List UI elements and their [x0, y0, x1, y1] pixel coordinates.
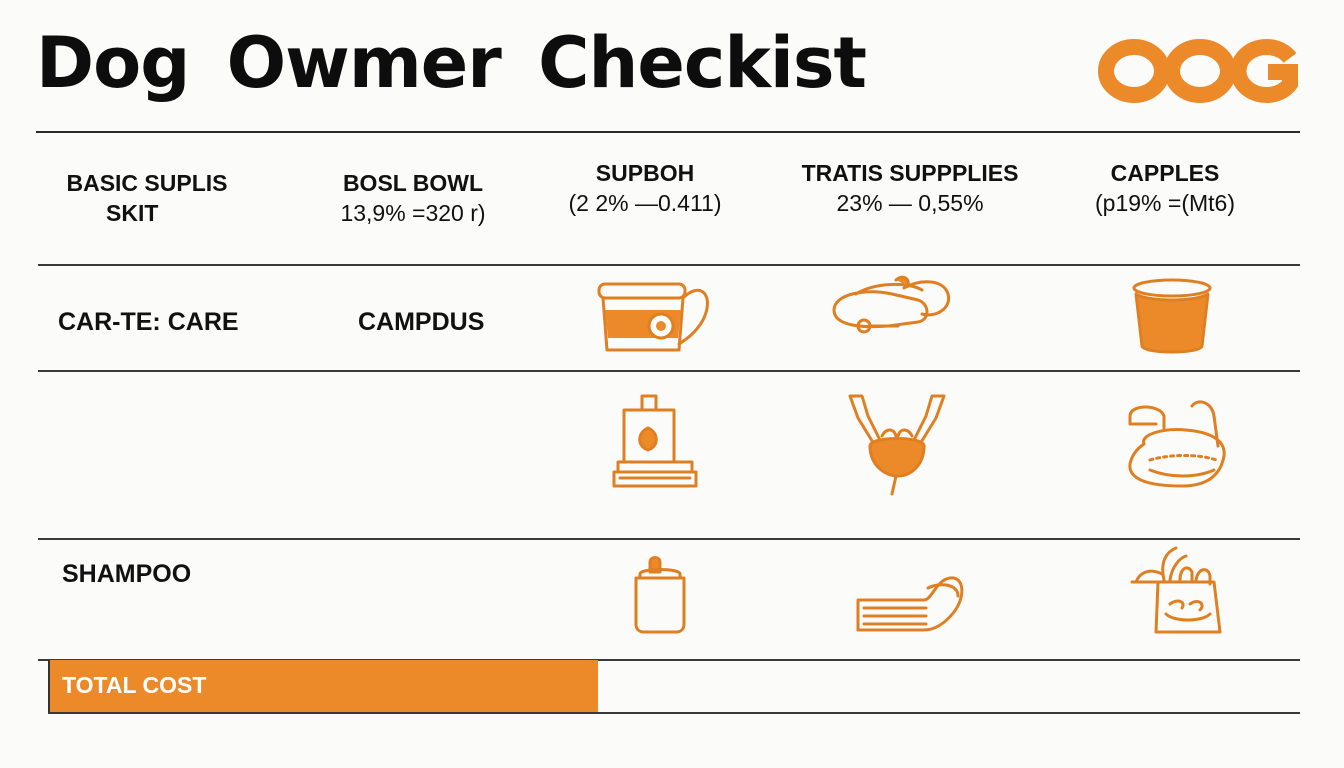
row-label-car-care: CAR-TE: CARE [58, 308, 239, 336]
row-divider [38, 538, 1300, 540]
page-title: Dog Owmer Checkist [36, 22, 867, 104]
row-divider [38, 264, 1300, 266]
harness-icon [832, 390, 962, 500]
column-header-capples: CAPPLES (p19% =(Mt6) [1070, 158, 1260, 218]
bottom-divider [48, 712, 1300, 714]
column-header-bowl: BOSL BOWL 13,9% =320 r) [318, 168, 508, 228]
row-label-campdus: CAMPDUS [358, 308, 485, 336]
shampoo-bottle-icon [600, 548, 730, 658]
column-header-sub: (2 2% —0.411) [568, 190, 722, 216]
column-header-sub: (p19% =(Mt6) [1095, 190, 1235, 216]
column-header-label: BOSL BOWL [342, 170, 484, 196]
total-cost-bar [48, 660, 598, 712]
food-cup-icon [1106, 270, 1236, 380]
total-cost-label: TOTAL COST [62, 672, 207, 698]
column-header-label: TRATIS SUPPPLIES [801, 160, 1019, 186]
column-header-sub: SKIT [106, 200, 159, 226]
leash-collar-icon [826, 268, 956, 378]
pet-bed-icon [846, 560, 976, 670]
column-header-basic-supplies: BASIC SUPLIS SKIT [62, 168, 232, 228]
food-box-icon [598, 392, 728, 502]
column-header-label: BASIC SUPLIS [66, 170, 228, 196]
row-divider [38, 370, 1300, 372]
header-divider [36, 131, 1300, 133]
brand-logo [1098, 36, 1302, 106]
bowl-bucket-icon [585, 270, 715, 380]
treat-bag-icon [1110, 542, 1240, 652]
column-header-supboh: SUPBOH (2 2% —0.411) [560, 158, 730, 218]
column-header-treat-supplies: TRATIS SUPPPLIES 23% — 0,55% [780, 158, 1040, 218]
column-header-sub: 23% — 0,55% [836, 190, 984, 216]
column-header-label: CAPPLES [1110, 160, 1220, 186]
column-header-sub: 13,9% =320 r) [340, 200, 486, 226]
row-label-shampoo: SHAMPOO [62, 560, 192, 588]
row-divider [38, 659, 1300, 661]
column-header-label: SUPBOH [595, 160, 695, 186]
total-cost-left-border [48, 660, 50, 713]
dog-bed-icon [1120, 394, 1250, 504]
